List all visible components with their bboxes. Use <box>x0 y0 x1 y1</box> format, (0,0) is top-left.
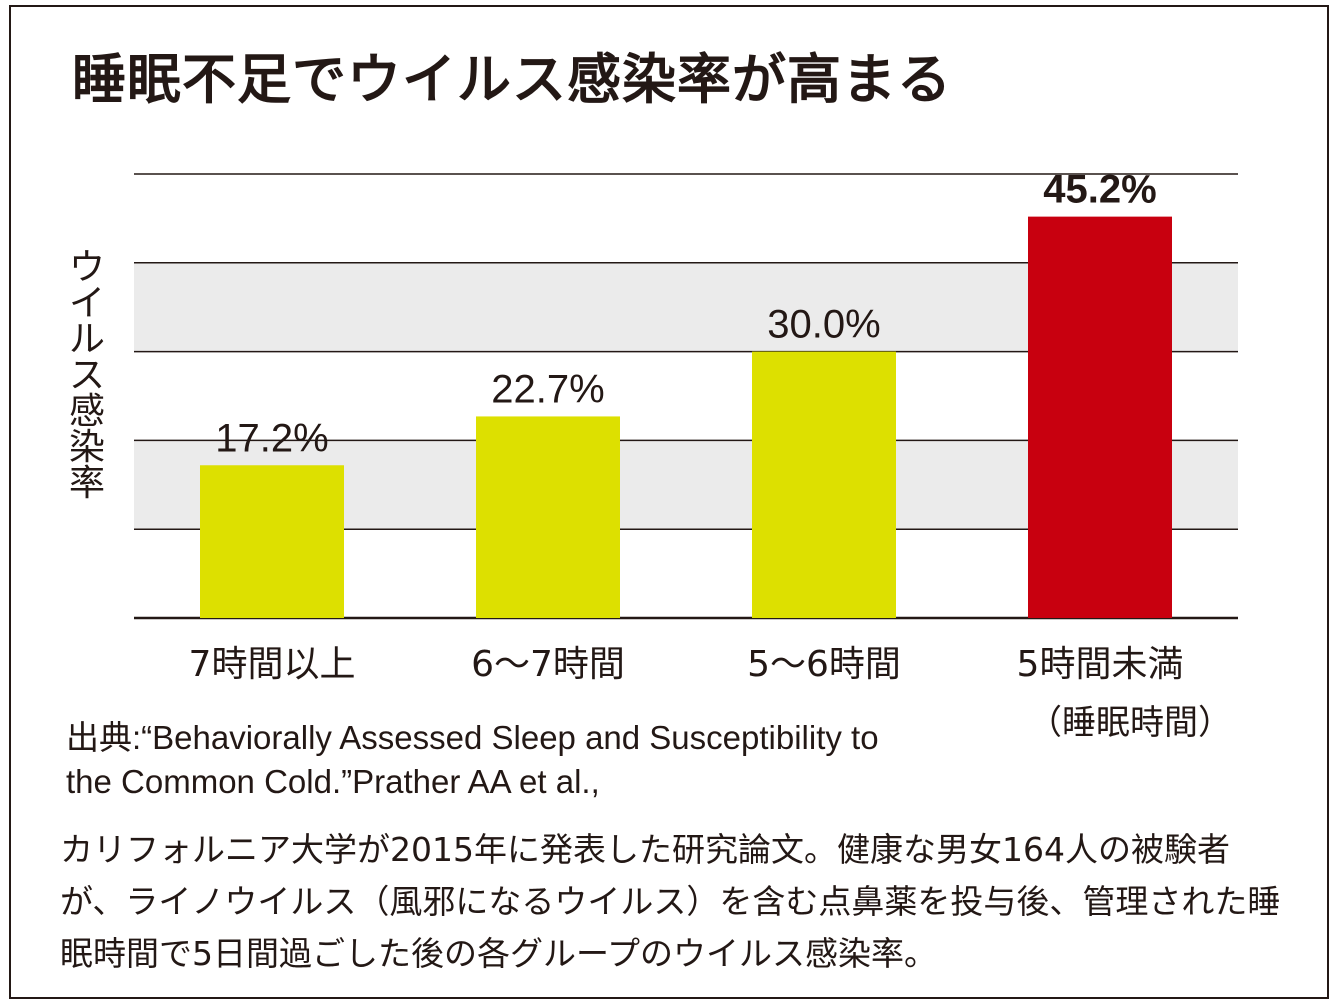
x-tick-label: 6〜7時間 <box>471 644 625 685</box>
chart-title: 睡眠不足でウイルス感染率が高まる <box>72 48 952 111</box>
y-axis-label-char: 率 <box>68 463 105 504</box>
data-label: 22.7% <box>491 367 604 411</box>
bar <box>476 416 620 618</box>
source-line-2: the Common Cold.”Prather AA et al., <box>66 763 600 800</box>
y-axis-label-char: 染 <box>68 427 105 468</box>
data-label: 17.2% <box>215 416 328 460</box>
bar <box>752 351 896 618</box>
data-label: 45.2% <box>1043 168 1156 212</box>
x-tick-label: 7時間以上 <box>189 644 356 685</box>
source-line-1: 出典:“Behaviorally Assessed Sleep and Susc… <box>66 719 879 756</box>
description-text: カリフォルニア大学が2015年に発表した研究論文。健康な男女164人の被験者が、… <box>60 830 1281 973</box>
y-axis-label-char: ウ <box>68 247 105 288</box>
y-axis-label-char: 感 <box>68 391 105 432</box>
y-axis-label-char: ス <box>68 355 105 396</box>
bar <box>200 465 344 618</box>
source-citation: 出典:“Behaviorally Assessed Sleep and Susc… <box>66 716 879 804</box>
x-tick-sublabel: （睡眠時間） <box>1028 703 1232 743</box>
y-axis-label-char: イ <box>68 283 105 324</box>
y-axis-label-char: ル <box>68 319 105 360</box>
x-tick-label: 5時間未満 <box>1017 644 1184 685</box>
y-axis-label: ウイルス感染率 <box>64 250 110 502</box>
bar <box>1028 216 1172 618</box>
data-label: 30.0% <box>767 303 880 347</box>
x-tick-label: 5〜6時間 <box>747 644 901 685</box>
